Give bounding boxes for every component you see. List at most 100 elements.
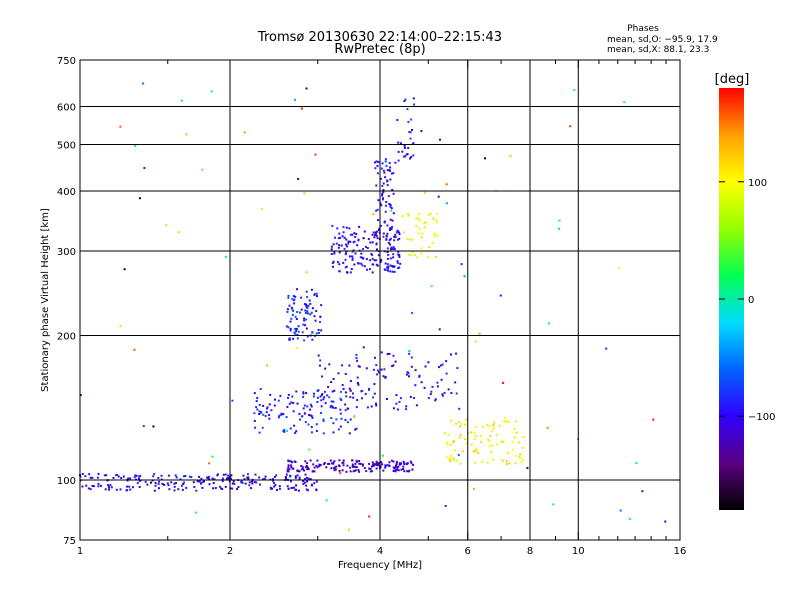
data-point (136, 482, 139, 484)
data-point (475, 426, 478, 429)
data-point (288, 338, 291, 341)
data-point (402, 460, 405, 463)
data-point (317, 332, 320, 334)
data-point (289, 329, 292, 332)
data-point (355, 357, 358, 359)
data-point (332, 422, 335, 425)
data-point (470, 443, 473, 446)
data-point (434, 398, 437, 401)
data-point (431, 385, 434, 388)
data-point (366, 406, 369, 409)
data-point (349, 240, 352, 243)
data-point (317, 389, 320, 392)
data-point (406, 238, 409, 241)
data-point (289, 475, 292, 478)
data-point (522, 435, 525, 438)
data-point (372, 213, 375, 216)
data-point (351, 233, 354, 236)
data-point (246, 476, 249, 479)
data-point (407, 147, 410, 149)
data-point (345, 238, 348, 241)
data-point (304, 412, 306, 415)
data-point (420, 247, 423, 250)
phases-x-stats: mean, sd,X: 88.1, 23.3 (607, 45, 709, 55)
data-point (375, 259, 378, 262)
data-point (303, 317, 306, 320)
data-point (201, 486, 204, 489)
data-point (394, 236, 397, 239)
data-point (296, 474, 299, 477)
data-point (180, 484, 183, 487)
data-point (353, 469, 356, 472)
data-point (338, 251, 341, 254)
data-point (341, 364, 344, 367)
data-point (459, 425, 461, 428)
data-point (488, 425, 491, 428)
data-point (421, 232, 424, 235)
data-point (308, 414, 311, 416)
data-point (262, 413, 265, 416)
data-point (349, 380, 352, 382)
data-point (362, 237, 365, 240)
y-tick-label: 600 (57, 103, 76, 114)
data-point (472, 450, 475, 453)
data-point (352, 466, 354, 468)
data-point (382, 189, 385, 191)
data-point (248, 484, 251, 487)
data-point (376, 264, 379, 267)
data-point (498, 424, 501, 427)
data-point (183, 481, 186, 484)
data-point (296, 402, 299, 405)
data-point (255, 400, 258, 403)
data-point (386, 353, 389, 355)
data-point (323, 390, 326, 393)
data-point (291, 298, 294, 301)
data-point (408, 469, 411, 472)
data-point (295, 484, 298, 487)
data-point (251, 482, 254, 485)
data-point (392, 253, 395, 256)
data-point (166, 482, 169, 485)
data-point (294, 475, 297, 478)
data-point (79, 394, 82, 396)
data-point (287, 294, 290, 297)
data-point (272, 478, 274, 481)
data-point (486, 423, 489, 426)
data-point (380, 259, 383, 262)
data-point (427, 214, 430, 217)
data-point (411, 250, 414, 253)
data-point (427, 256, 430, 259)
data-point (85, 484, 88, 487)
data-point (292, 467, 295, 470)
data-point (315, 430, 318, 432)
data-point (231, 487, 234, 490)
data-point (436, 381, 439, 384)
data-point (305, 303, 308, 306)
data-point (173, 482, 176, 485)
data-point (303, 319, 306, 322)
data-point (376, 230, 379, 233)
data-point (348, 364, 351, 367)
data-point (353, 240, 356, 243)
data-point (380, 167, 383, 170)
data-point (445, 183, 448, 186)
data-point (492, 424, 495, 427)
data-point (436, 212, 439, 215)
data-point (372, 463, 375, 466)
data-point (146, 483, 149, 486)
data-point (385, 204, 387, 207)
data-point (266, 406, 269, 409)
data-point (105, 474, 108, 477)
data-point (280, 413, 283, 416)
data-point (144, 480, 147, 483)
data-point (253, 481, 256, 483)
data-point (305, 290, 308, 293)
data-point (333, 251, 336, 254)
data-point (388, 162, 391, 164)
data-point (138, 477, 140, 480)
data-point (481, 425, 484, 428)
data-point (258, 410, 261, 413)
data-point (342, 261, 345, 264)
data-point (305, 465, 308, 467)
data-point (310, 311, 313, 314)
